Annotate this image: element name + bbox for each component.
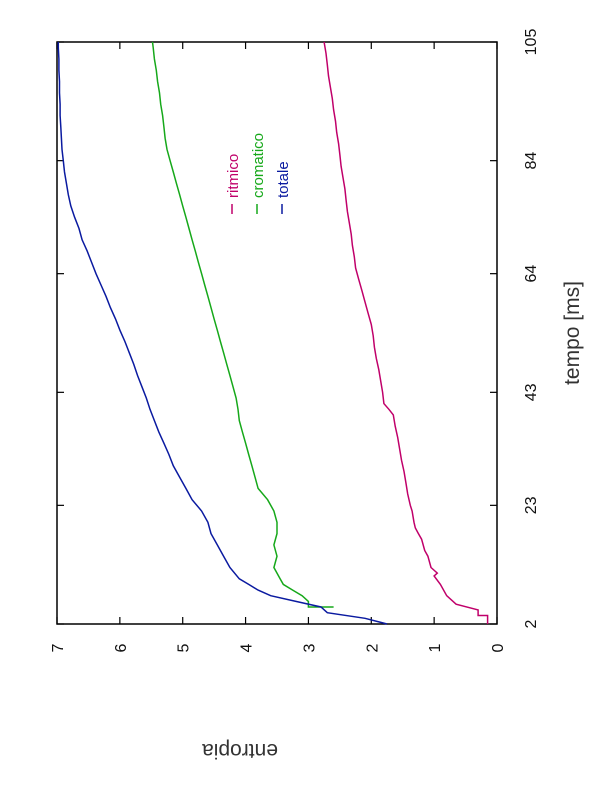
entropy-tick-label: 6 — [113, 643, 130, 652]
legend-label-ritmico: ritmico — [225, 154, 242, 198]
x-axis-label: tempo [ms] — [561, 281, 584, 385]
time-tick-label: 64 — [523, 265, 540, 283]
plot-frame — [56, 41, 498, 625]
entropy-tick-label: 1 — [427, 643, 444, 652]
entropy-tick-label: 4 — [239, 643, 256, 652]
legend-label-totale: totale — [275, 161, 292, 198]
time-tick-label: 105 — [523, 29, 540, 56]
legend-label-cromatico: cromatico — [250, 133, 267, 198]
time-tick-label: 84 — [523, 152, 540, 170]
entropy-tick-label: 7 — [50, 643, 67, 652]
axis-ticks — [56, 41, 498, 625]
entropy-tick-label: 5 — [176, 643, 193, 652]
entropy-tick-label: 2 — [364, 643, 381, 652]
time-tick-label: 2 — [523, 619, 540, 628]
time-tick-label: 43 — [523, 383, 540, 401]
time-tick-label: 23 — [523, 496, 540, 514]
entropy-tick-label: 0 — [490, 643, 507, 652]
legend: ritmico cromatico totale — [225, 133, 292, 214]
series-layer — [57, 41, 489, 625]
series-line-totale — [57, 42, 388, 625]
series-line-cromatico — [151, 41, 334, 608]
entropy-tick-label: 3 — [301, 643, 318, 652]
y-axis-label: entropia — [202, 739, 278, 762]
series-line-ritmico — [323, 41, 489, 624]
